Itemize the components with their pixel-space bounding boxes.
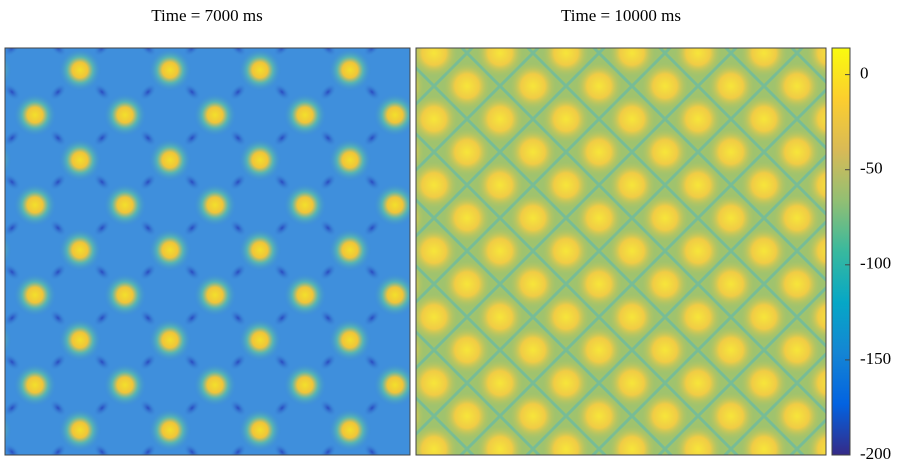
- colorbar-tick-label: -150: [860, 349, 891, 368]
- colorbar: [831, 47, 851, 456]
- colorbar-tick-label: -100: [860, 254, 891, 273]
- colorbar-tick-label: -50: [860, 159, 883, 178]
- heatmap-panel: [4, 47, 411, 456]
- colorbar-tick-label: 0: [860, 64, 869, 83]
- colorbar-tick-label: -200: [860, 444, 891, 463]
- panel-title: Time = 7000 ms: [151, 6, 262, 25]
- heatmap-panel: [415, 47, 827, 456]
- panel-title: Time = 10000 ms: [561, 6, 681, 25]
